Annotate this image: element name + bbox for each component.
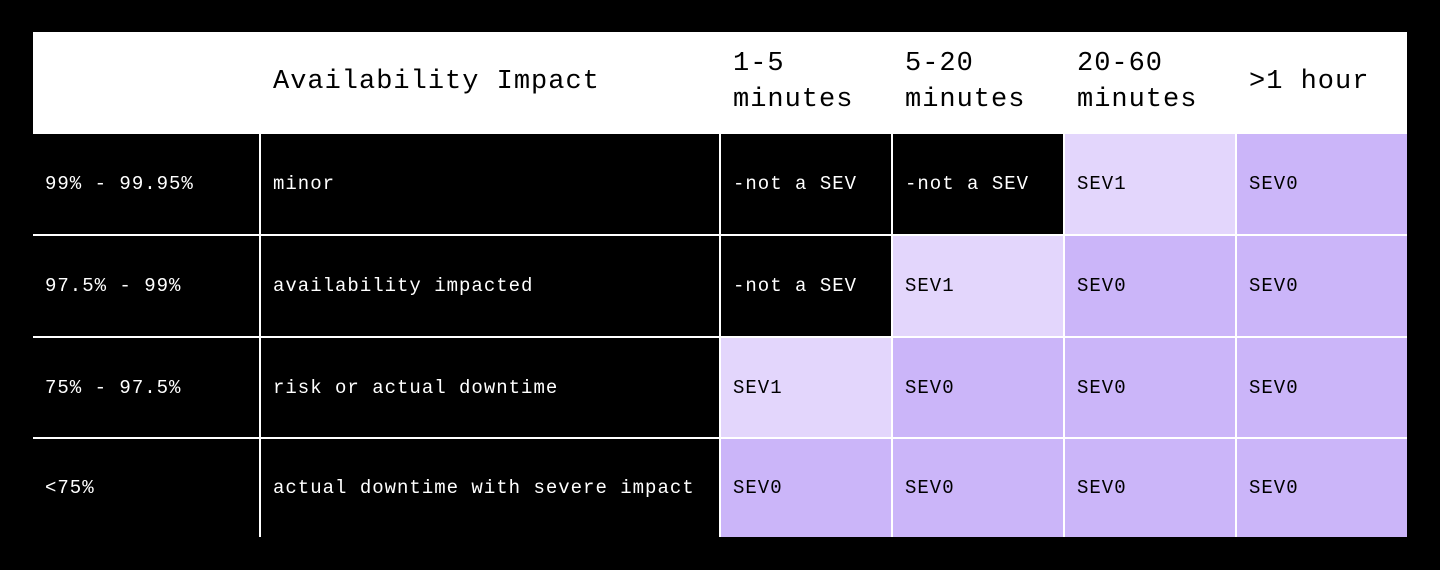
severity-table: Availability Impact 1-5 minutes 5-20 minut… (33, 32, 1407, 537)
row-label: 99% - 99.95% (33, 134, 259, 234)
severity-cell: SEV1 (1065, 134, 1235, 234)
severity-cell: SEV0 (1237, 236, 1407, 336)
impact-cell: availability impacted (261, 236, 719, 336)
impact-cell: actual downtime with severe impact (261, 439, 719, 537)
severity-cell: -not a SEV (893, 134, 1063, 234)
severity-cell: SEV0 (1065, 439, 1235, 537)
severity-cell: SEV0 (1065, 236, 1235, 336)
severity-cell: SEV0 (1237, 134, 1407, 234)
severity-cell: SEV1 (893, 236, 1063, 336)
header-cell: >1 hour (1237, 32, 1407, 132)
severity-cell: SEV0 (893, 338, 1063, 437)
severity-cell: SEV0 (1237, 338, 1407, 437)
row-label: <75% (33, 439, 259, 537)
severity-cell: SEV0 (1065, 338, 1235, 437)
header-cell: Availability Impact (261, 32, 719, 132)
row-label: 97.5% - 99% (33, 236, 259, 336)
severity-cell: SEV0 (893, 439, 1063, 537)
header-cell: 5-20 minutes (893, 32, 1063, 132)
impact-cell: minor (261, 134, 719, 234)
severity-cell: -not a SEV (721, 236, 891, 336)
header-cell: 20-60 minutes (1065, 32, 1235, 132)
header-cell: 1-5 minutes (721, 32, 891, 132)
severity-cell: -not a SEV (721, 134, 891, 234)
header-cell (33, 32, 259, 132)
severity-cell: SEV1 (721, 338, 891, 437)
severity-cell: SEV0 (721, 439, 891, 537)
impact-cell: risk or actual downtime (261, 338, 719, 437)
row-label: 75% - 97.5% (33, 338, 259, 437)
severity-cell: SEV0 (1237, 439, 1407, 537)
